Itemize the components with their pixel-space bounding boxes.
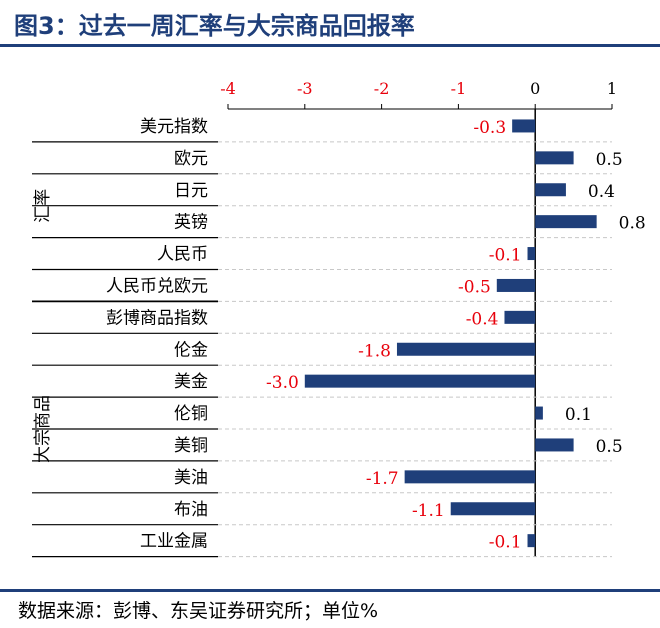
data-label: -3.0 xyxy=(266,373,299,393)
bar xyxy=(512,119,536,133)
data-label: -1.1 xyxy=(412,501,445,521)
category-label: 美金 xyxy=(174,372,208,392)
x-tick-label: -1 xyxy=(451,79,467,98)
category-label: 欧元 xyxy=(174,149,208,169)
bar xyxy=(535,406,543,420)
category-label: 伦铜 xyxy=(174,404,208,424)
data-label: 0.5 xyxy=(596,150,623,170)
x-tick-label: 1 xyxy=(607,79,617,98)
x-tick-label: -3 xyxy=(297,79,313,98)
data-label: -0.3 xyxy=(473,118,506,138)
category-label: 日元 xyxy=(174,181,208,201)
group-label: 汇率 xyxy=(33,189,53,223)
data-label: -0.5 xyxy=(458,277,491,297)
bar xyxy=(535,183,566,197)
page-title: 图3：过去一周汇率与大宗商品回报率 xyxy=(14,12,415,40)
data-label: -0.1 xyxy=(489,533,522,553)
category-label: 英镑 xyxy=(174,213,208,233)
title-rule xyxy=(0,44,660,47)
data-label: -1.8 xyxy=(358,341,391,361)
bar xyxy=(535,215,597,229)
category-label: 美元指数 xyxy=(140,117,208,137)
category-label: 美油 xyxy=(174,468,208,488)
source-note: 数据来源：彭博、东吴证券研究所；单位% xyxy=(18,600,379,622)
category-label: 彭博商品指数 xyxy=(106,308,208,328)
source-rule xyxy=(0,589,660,592)
bar xyxy=(496,278,536,292)
bar xyxy=(535,151,574,165)
data-label: 0.1 xyxy=(565,405,592,425)
bar xyxy=(404,470,536,484)
category-label: 工业金属 xyxy=(140,532,208,552)
category-label: 伦金 xyxy=(174,340,208,360)
x-tick-label: -4 xyxy=(220,79,236,98)
x-tick-label: -2 xyxy=(374,79,390,98)
bar xyxy=(504,310,536,324)
category-label: 人民币 xyxy=(157,245,208,265)
bar xyxy=(527,534,536,548)
bar xyxy=(535,438,574,452)
category-label: 布油 xyxy=(174,500,208,520)
data-label: -0.1 xyxy=(489,246,522,266)
data-label: -1.7 xyxy=(366,469,399,489)
data-label: 0.4 xyxy=(588,182,615,202)
data-label: -0.4 xyxy=(466,309,499,329)
group-label: 大宗商品 xyxy=(33,395,53,463)
bar xyxy=(396,342,536,356)
x-tick-label: 0 xyxy=(530,79,540,98)
title-bar: 图3：过去一周汇率与大宗商品回报率 xyxy=(0,0,660,44)
data-label: 0.8 xyxy=(619,214,646,234)
category-label: 人民币兑欧元 xyxy=(106,276,208,296)
bar xyxy=(450,502,536,516)
bar xyxy=(304,374,536,388)
category-label: 美铜 xyxy=(174,436,208,456)
bar xyxy=(527,247,536,261)
data-label: 0.5 xyxy=(596,437,623,457)
